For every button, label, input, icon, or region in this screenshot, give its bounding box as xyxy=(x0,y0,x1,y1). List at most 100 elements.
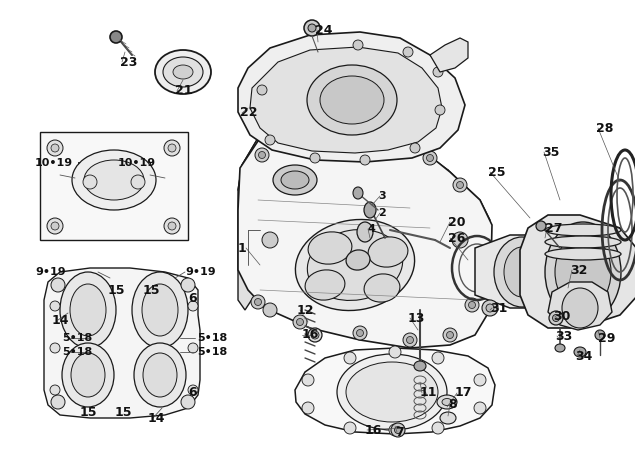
Circle shape xyxy=(50,385,60,395)
Circle shape xyxy=(265,135,275,145)
Ellipse shape xyxy=(357,222,373,242)
Text: 21: 21 xyxy=(175,85,192,97)
Polygon shape xyxy=(238,32,465,162)
Circle shape xyxy=(164,140,180,156)
Circle shape xyxy=(168,222,176,230)
Circle shape xyxy=(552,314,559,322)
Text: 31: 31 xyxy=(490,302,507,314)
Circle shape xyxy=(474,402,486,414)
Ellipse shape xyxy=(307,229,403,301)
Text: 13: 13 xyxy=(408,312,425,324)
Ellipse shape xyxy=(134,343,186,407)
Circle shape xyxy=(410,143,420,153)
Circle shape xyxy=(595,330,605,340)
Text: 14: 14 xyxy=(148,411,166,425)
Circle shape xyxy=(131,175,145,189)
Text: 15: 15 xyxy=(80,407,98,419)
Circle shape xyxy=(50,343,60,353)
Ellipse shape xyxy=(295,219,415,311)
Bar xyxy=(95,330,153,342)
Text: 5•18: 5•18 xyxy=(197,333,227,343)
Circle shape xyxy=(51,144,59,152)
Circle shape xyxy=(302,402,314,414)
Circle shape xyxy=(344,352,356,364)
Circle shape xyxy=(181,395,195,409)
Circle shape xyxy=(188,301,198,311)
Circle shape xyxy=(293,315,307,329)
Polygon shape xyxy=(520,215,635,328)
Circle shape xyxy=(433,67,443,77)
Circle shape xyxy=(373,131,387,145)
Ellipse shape xyxy=(132,272,188,348)
Ellipse shape xyxy=(337,354,447,430)
Circle shape xyxy=(168,144,176,152)
Text: 33: 33 xyxy=(555,330,572,342)
Ellipse shape xyxy=(346,362,438,422)
Text: 14: 14 xyxy=(52,314,69,326)
Ellipse shape xyxy=(414,361,426,371)
Circle shape xyxy=(423,151,437,165)
Circle shape xyxy=(258,152,265,159)
Circle shape xyxy=(50,301,60,311)
Ellipse shape xyxy=(62,343,114,407)
Circle shape xyxy=(394,427,401,434)
Circle shape xyxy=(302,374,314,386)
Text: 28: 28 xyxy=(596,122,613,134)
Circle shape xyxy=(474,374,486,386)
Text: 22: 22 xyxy=(240,106,258,120)
Circle shape xyxy=(251,295,265,309)
Text: 10•19: 10•19 xyxy=(35,158,73,168)
Circle shape xyxy=(311,331,319,339)
Circle shape xyxy=(432,352,444,364)
Text: 8: 8 xyxy=(448,398,457,410)
Ellipse shape xyxy=(307,65,397,135)
Circle shape xyxy=(432,422,444,434)
Text: 30: 30 xyxy=(553,310,570,323)
Ellipse shape xyxy=(84,160,144,200)
Circle shape xyxy=(255,148,269,162)
Polygon shape xyxy=(430,38,468,72)
Text: 23: 23 xyxy=(120,56,137,68)
Circle shape xyxy=(344,422,356,434)
Bar xyxy=(90,326,158,346)
Circle shape xyxy=(403,333,417,347)
Circle shape xyxy=(316,136,323,143)
Circle shape xyxy=(47,140,63,156)
Text: 4: 4 xyxy=(368,224,376,234)
Polygon shape xyxy=(295,348,495,434)
Circle shape xyxy=(536,221,546,231)
Circle shape xyxy=(469,302,476,308)
Circle shape xyxy=(297,319,304,325)
Bar xyxy=(90,395,158,415)
Ellipse shape xyxy=(504,247,540,297)
Text: 11: 11 xyxy=(420,387,438,399)
Ellipse shape xyxy=(155,50,211,94)
Text: 26: 26 xyxy=(448,231,465,245)
Circle shape xyxy=(360,155,370,165)
Circle shape xyxy=(83,175,97,189)
Text: 3: 3 xyxy=(378,191,385,201)
Ellipse shape xyxy=(320,76,384,124)
Ellipse shape xyxy=(562,288,598,328)
Text: 9•19: 9•19 xyxy=(35,267,65,277)
Circle shape xyxy=(353,326,367,340)
Text: 10•19: 10•19 xyxy=(118,158,156,168)
Bar xyxy=(40,132,188,240)
Circle shape xyxy=(51,222,59,230)
Circle shape xyxy=(377,134,384,142)
Text: 1: 1 xyxy=(237,241,246,255)
Text: 34: 34 xyxy=(575,350,592,362)
Ellipse shape xyxy=(364,202,376,218)
Circle shape xyxy=(308,328,322,342)
Circle shape xyxy=(403,47,413,57)
Ellipse shape xyxy=(545,222,621,322)
Text: 15: 15 xyxy=(143,284,161,296)
Bar xyxy=(95,398,153,410)
Polygon shape xyxy=(238,128,492,348)
Circle shape xyxy=(188,343,198,353)
Circle shape xyxy=(263,303,277,317)
Text: 27: 27 xyxy=(545,221,563,235)
Circle shape xyxy=(255,298,262,305)
Ellipse shape xyxy=(72,150,156,210)
Polygon shape xyxy=(44,268,200,418)
